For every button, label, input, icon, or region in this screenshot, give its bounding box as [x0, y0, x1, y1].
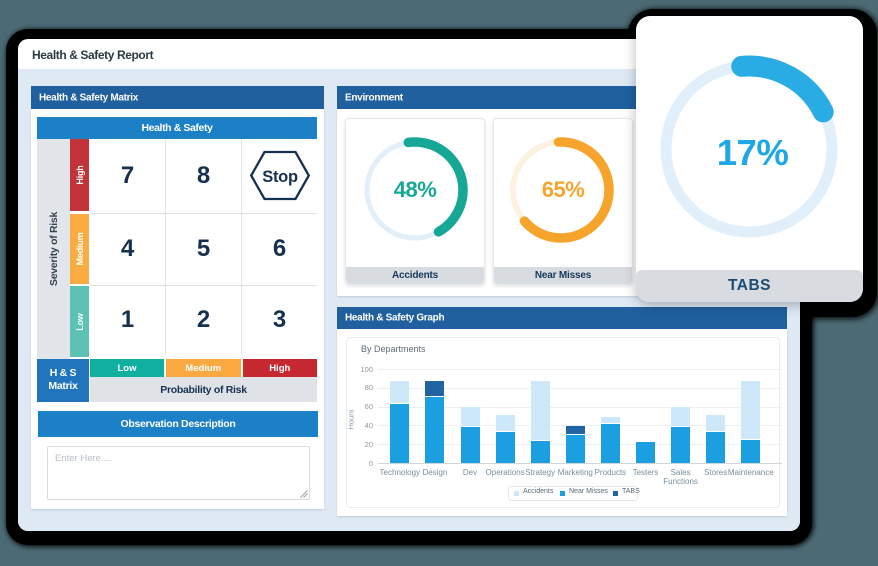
svg-text:Stop: Stop [262, 168, 298, 186]
